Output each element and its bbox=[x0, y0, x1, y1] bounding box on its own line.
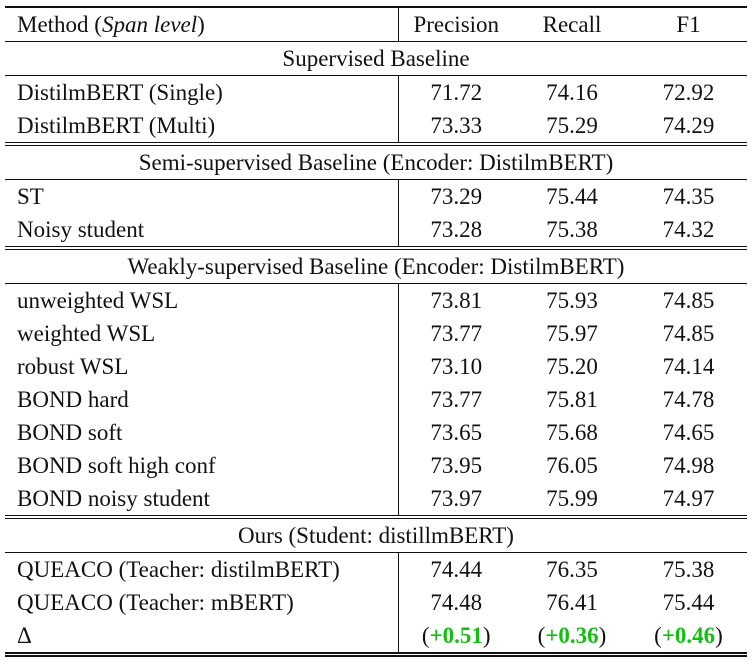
recall-cell: 76.41 bbox=[546, 590, 598, 615]
method-cell: weighted WSL bbox=[5, 317, 399, 350]
open-paren: ( bbox=[537, 623, 546, 648]
table-row: ST 73.29 75.44 74.35 bbox=[5, 179, 747, 213]
section-title: Weakly-supervised Baseline (Encoder: Dis… bbox=[5, 248, 747, 284]
precision-cell: 73.81 bbox=[430, 288, 483, 313]
recall-cell: 75.93 bbox=[546, 288, 598, 313]
precision-column-header: Precision bbox=[398, 6, 514, 42]
recall-cell: 76.35 bbox=[546, 557, 598, 582]
recall-cell: 75.68 bbox=[546, 420, 598, 445]
precision-cell: 73.29 bbox=[430, 184, 483, 209]
method-cell: BOND hard bbox=[5, 383, 399, 416]
table-row: BOND noisy student 73.97 75.99 74.97 bbox=[5, 482, 747, 519]
recall-delta-value: +0.36 bbox=[545, 623, 599, 648]
section-header-row: Weakly-supervised Baseline (Encoder: Dis… bbox=[5, 248, 747, 284]
f1-cell: 75.38 bbox=[662, 557, 715, 582]
table-row: DistilmBERT (Multi) 73.33 75.29 74.29 bbox=[5, 109, 747, 146]
open-paren: ( bbox=[421, 623, 430, 648]
recall-column-header: Recall bbox=[514, 6, 630, 42]
table-row: DistilmBERT (Single) 71.72 74.16 72.92 bbox=[5, 75, 747, 109]
method-cell: QUEACO (Teacher: distilmBERT) bbox=[5, 552, 399, 586]
recall-cell: 75.29 bbox=[514, 109, 630, 146]
f1-cell: 75.44 bbox=[662, 590, 715, 615]
table-header-row: Method (Span level) Precision Recall F1 bbox=[5, 6, 747, 42]
recall-cell: 75.38 bbox=[514, 213, 630, 250]
table-row: QUEACO (Teacher: distilmBERT) 74.44 76.35 7… bbox=[5, 552, 747, 586]
method-cell: QUEACO (Teacher: mBERT) bbox=[5, 586, 399, 619]
method-cell: BOND noisy student bbox=[5, 482, 399, 519]
method-header-suffix: ) bbox=[197, 12, 205, 37]
precision-cell: 73.10 bbox=[430, 354, 483, 379]
section-title: Semi-supervised Baseline (Encoder: Disti… bbox=[5, 144, 747, 180]
recall-cell: 75.44 bbox=[546, 184, 598, 209]
table-row: BOND soft 73.65 75.68 74.65 bbox=[5, 416, 747, 449]
section-title: Ours (Student: distillmBERT) bbox=[5, 517, 747, 553]
table-body: Supervised Baseline DistilmBERT (Single) 7… bbox=[5, 41, 747, 657]
table-row: Noisy student 73.28 75.38 74.32 bbox=[5, 213, 747, 250]
precision-delta-cell: (+0.51) bbox=[398, 619, 514, 657]
f1-cell: 74.65 bbox=[662, 420, 715, 445]
f1-cell: 74.98 bbox=[662, 453, 715, 478]
precision-cell: 74.44 bbox=[430, 557, 483, 582]
table-row: BOND hard 73.77 75.81 74.78 bbox=[5, 383, 747, 416]
f1-cell: 74.85 bbox=[662, 321, 715, 346]
precision-cell: 74.48 bbox=[430, 590, 483, 615]
section-header-row: Supervised Baseline bbox=[5, 41, 747, 76]
precision-cell: 73.65 bbox=[430, 420, 483, 445]
method-cell: unweighted WSL bbox=[5, 283, 399, 317]
f1-cell: 74.32 bbox=[630, 213, 747, 250]
table-row: QUEACO (Teacher: mBERT) 74.48 76.41 75.44 bbox=[5, 586, 747, 619]
delta-row: Δ (+0.51) (+0.36) (+0.46) bbox=[5, 619, 747, 657]
table-row: weighted WSL 73.77 75.97 74.85 bbox=[5, 317, 747, 350]
results-table: Method (Span level) Precision Recall F1 … bbox=[5, 6, 747, 657]
precision-cell: 73.95 bbox=[430, 453, 483, 478]
method-cell: robust WSL bbox=[5, 350, 399, 383]
precision-cell: 73.33 bbox=[398, 109, 514, 146]
recall-cell: 75.97 bbox=[546, 321, 598, 346]
open-paren: ( bbox=[654, 623, 662, 648]
precision-cell: 73.28 bbox=[398, 213, 514, 250]
method-cell: Noisy student bbox=[5, 213, 399, 250]
close-paren: ) bbox=[598, 623, 607, 648]
method-cell: BOND soft bbox=[5, 416, 399, 449]
f1-delta-value: +0.46 bbox=[661, 623, 716, 648]
section-title: Supervised Baseline bbox=[5, 41, 747, 76]
method-column-header: Method (Span level) bbox=[5, 6, 399, 42]
close-paren: ) bbox=[715, 623, 723, 648]
method-header-prefix: Method ( bbox=[17, 12, 102, 37]
recall-cell: 75.81 bbox=[546, 387, 598, 412]
recall-cell: 75.99 bbox=[514, 482, 630, 519]
method-cell: DistilmBERT (Multi) bbox=[5, 109, 399, 146]
precision-delta-value: +0.51 bbox=[429, 623, 483, 648]
f1-cell: 74.29 bbox=[630, 109, 747, 146]
method-cell: ST bbox=[5, 179, 399, 213]
recall-cell: 76.05 bbox=[546, 453, 598, 478]
recall-cell: 75.20 bbox=[546, 354, 598, 379]
table-row: unweighted WSL 73.81 75.93 74.85 bbox=[5, 283, 747, 317]
close-paren: ) bbox=[482, 623, 491, 648]
method-header-span-level: Span level bbox=[101, 12, 198, 37]
precision-cell: 71.72 bbox=[430, 80, 483, 105]
f1-cell: 74.14 bbox=[662, 354, 715, 379]
delta-label: Δ bbox=[5, 619, 399, 657]
precision-cell: 73.77 bbox=[430, 387, 483, 412]
precision-cell: 73.97 bbox=[398, 482, 514, 519]
f1-cell: 74.35 bbox=[662, 184, 715, 209]
section-header-row: Semi-supervised Baseline (Encoder: Disti… bbox=[5, 144, 747, 180]
f1-cell: 74.97 bbox=[630, 482, 747, 519]
recall-delta-cell: (+0.36) bbox=[514, 619, 630, 657]
precision-cell: 73.77 bbox=[430, 321, 483, 346]
table-row: BOND soft high conf 73.95 76.05 74.98 bbox=[5, 449, 747, 482]
table-row: robust WSL 73.10 75.20 74.14 bbox=[5, 350, 747, 383]
f1-cell: 74.78 bbox=[662, 387, 715, 412]
method-cell: BOND soft high conf bbox=[5, 449, 399, 482]
f1-cell: 74.85 bbox=[662, 288, 715, 313]
f1-delta-cell: (+0.46) bbox=[630, 619, 747, 657]
f1-cell: 72.92 bbox=[662, 80, 715, 105]
section-header-row: Ours (Student: distillmBERT) bbox=[5, 517, 747, 553]
method-cell: DistilmBERT (Single) bbox=[5, 75, 399, 109]
f1-column-header: F1 bbox=[630, 6, 747, 42]
recall-cell: 74.16 bbox=[546, 80, 598, 105]
